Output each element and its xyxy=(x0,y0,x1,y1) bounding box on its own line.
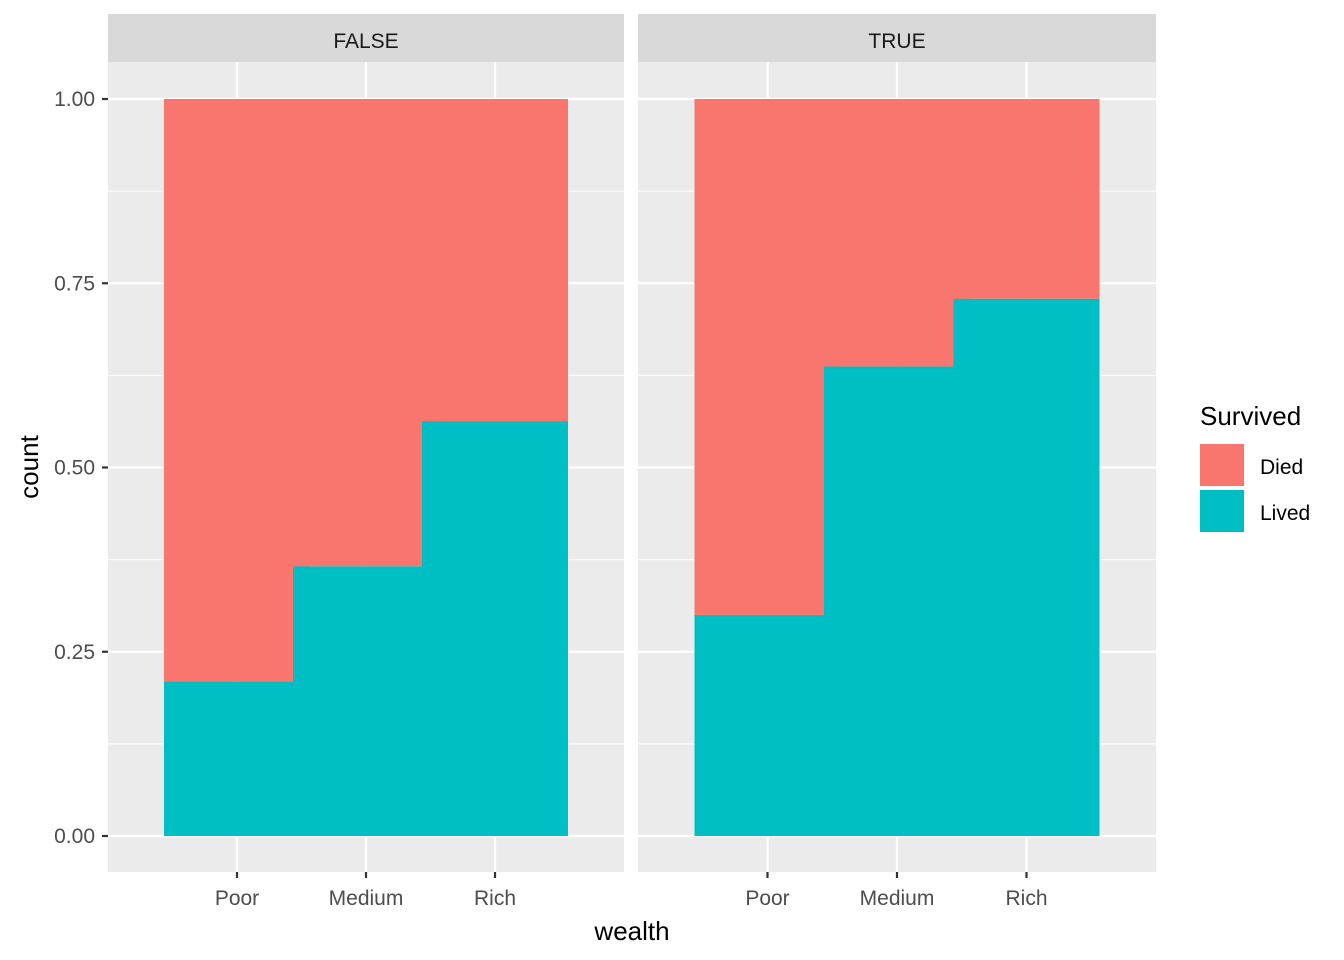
y-tick-label: 1.00 xyxy=(54,88,95,111)
legend-title: Survived xyxy=(1200,401,1301,431)
x-tick-label: Poor xyxy=(745,887,789,910)
x-tick-label: Medium xyxy=(329,887,404,910)
legend-label-died: Died xyxy=(1260,456,1303,479)
facet-strip-label: FALSE xyxy=(333,30,398,53)
y-tick-label: 0.75 xyxy=(54,272,95,295)
bar-lived-rich xyxy=(422,421,568,836)
bar-died-poor xyxy=(694,99,841,615)
y-tick-label: 0.25 xyxy=(54,641,95,664)
legend-key-lived xyxy=(1200,490,1244,532)
x-tick-label: Medium xyxy=(860,887,935,910)
bar-lived-medium xyxy=(293,566,439,836)
bar-lived-poor xyxy=(694,614,841,836)
bar-lived-rich xyxy=(953,298,1100,836)
bar-died-poor xyxy=(164,99,310,682)
bar-lived-poor xyxy=(164,681,310,836)
bar-died-medium xyxy=(293,99,439,567)
legend-key-died xyxy=(1200,444,1244,486)
bar-lived-medium xyxy=(824,366,970,836)
facet-strip-label: TRUE xyxy=(868,30,925,53)
facet-strip-true xyxy=(638,14,1156,62)
bar-died-rich xyxy=(422,99,568,422)
y-axis-title: count xyxy=(14,434,44,498)
y-tick-label: 0.00 xyxy=(54,825,95,848)
facet-strip-false xyxy=(108,14,624,62)
x-axis-title: wealth xyxy=(593,916,669,946)
legend-label-lived: Lived xyxy=(1260,502,1310,525)
x-tick-label: Rich xyxy=(474,887,516,910)
x-tick-label: Poor xyxy=(215,887,259,910)
bar-died-medium xyxy=(824,99,970,367)
bar-died-rich xyxy=(953,99,1100,299)
x-tick-label: Rich xyxy=(1005,887,1047,910)
y-tick-label: 0.50 xyxy=(54,457,95,480)
